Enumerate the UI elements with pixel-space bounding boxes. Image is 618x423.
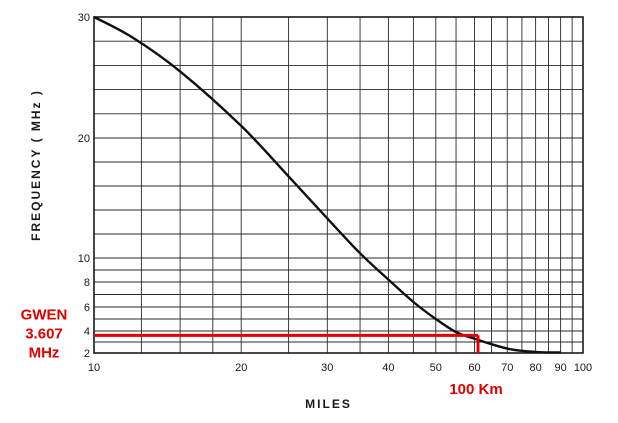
y-tick-label-30: 30 <box>78 12 90 24</box>
x-tick-label-100: 100 <box>574 362 592 374</box>
y-tick-label-20: 20 <box>78 133 90 145</box>
y-tick-label-6: 6 <box>84 302 90 314</box>
distance-km-label: 100 Km <box>449 381 502 398</box>
gwen-label-name: GWEN <box>21 306 68 323</box>
y-tick-label-10: 10 <box>78 253 90 265</box>
x-tick-label-30: 30 <box>321 362 333 374</box>
y-tick-label-8: 8 <box>84 277 90 289</box>
annotation-layer: GWEN 3.607 MHz 100 Km <box>21 306 503 398</box>
x-tick-label-40: 40 <box>382 362 394 374</box>
gwen-label-value: 3.607 <box>25 325 63 342</box>
plot-area-frame <box>93 16 584 354</box>
y-axis-label: FREQUENCY ( MHz ) <box>29 89 43 241</box>
x-tick-label-90: 90 <box>554 362 566 374</box>
x-tick-label-50: 50 <box>430 362 442 374</box>
y-tick-label-4: 4 <box>84 326 90 338</box>
y-tick-label-2: 2 <box>84 348 90 360</box>
x-tick-label-80: 80 <box>529 362 541 374</box>
gwen-label-unit: MHz <box>29 344 60 361</box>
x-tick-label-60: 60 <box>468 362 480 374</box>
x-tick-label-20: 20 <box>235 362 247 374</box>
x-axis-label: MILES <box>305 397 352 411</box>
x-axis-ticks: 10 20 30 40 50 60 70 80 90 100 <box>88 362 592 374</box>
chart-grid <box>93 16 584 354</box>
x-tick-label-10: 10 <box>88 362 100 374</box>
y-axis-ticks: 2 4 6 8 10 20 30 <box>78 12 90 360</box>
frequency-range-curve <box>93 15 561 354</box>
x-tick-label-70: 70 <box>501 362 513 374</box>
